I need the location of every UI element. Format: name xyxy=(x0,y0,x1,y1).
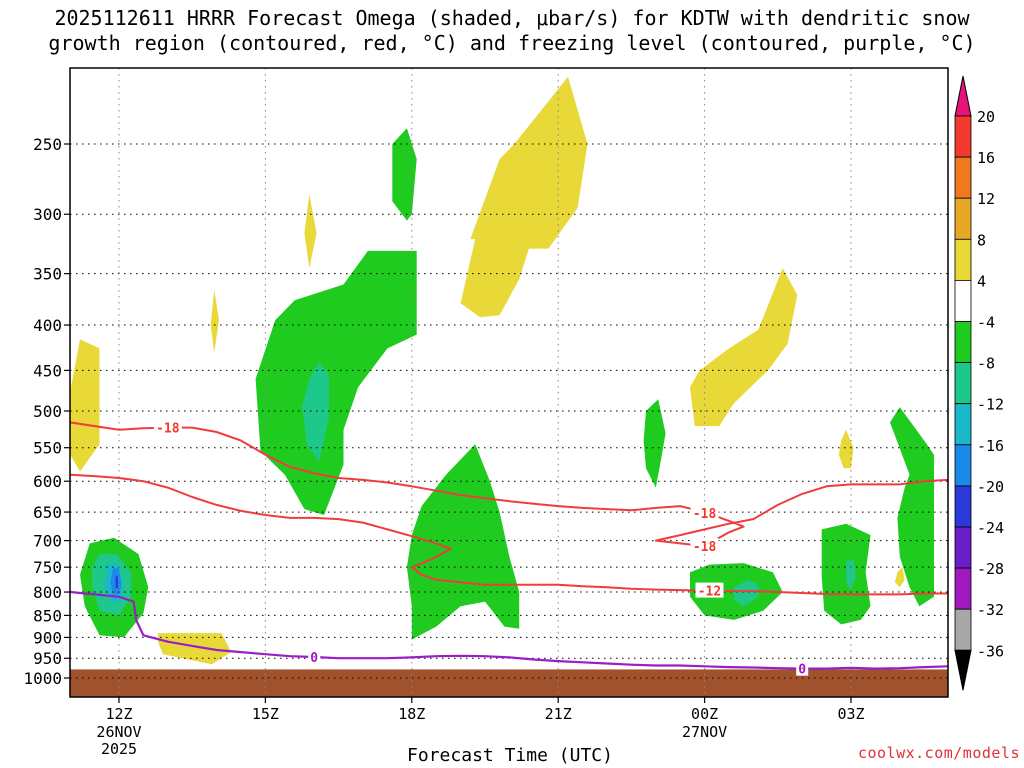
colorbar-segment xyxy=(954,362,972,405)
y-tick-label: 850 xyxy=(33,606,62,625)
colorbar-label: -32 xyxy=(977,601,1004,619)
colorbar-label: -8 xyxy=(977,355,995,373)
colorbar-segment xyxy=(954,444,972,487)
colorbar-label: -24 xyxy=(977,519,1004,537)
colorbar-segment xyxy=(954,115,972,158)
colorbar-label: 16 xyxy=(977,149,995,167)
contour-layer xyxy=(70,421,949,670)
x-tick-label: 18Z xyxy=(398,705,425,723)
x-tick-sublabel: 2025 xyxy=(101,740,137,758)
contour-label: -18 xyxy=(156,422,180,437)
colorbar-arrow-top xyxy=(954,75,972,117)
colorbar-label: 20 xyxy=(977,108,995,126)
colorbar-segment xyxy=(954,321,972,363)
y-tick-label: 300 xyxy=(33,205,62,224)
colorbar-label: -28 xyxy=(977,560,1004,578)
omega-shaded-region xyxy=(255,250,417,515)
colorbar-label: -4 xyxy=(977,314,995,332)
contour-label-bg xyxy=(796,660,809,676)
y-tick-label: 500 xyxy=(33,402,62,421)
freezing-level-line xyxy=(70,590,949,670)
dendritic-contour-line xyxy=(70,473,948,596)
y-tick-label: 750 xyxy=(33,558,62,577)
colorbar-label: 8 xyxy=(977,231,986,249)
plot-frame xyxy=(69,67,949,698)
colorbar-segment xyxy=(954,279,972,322)
y-tick-label: 950 xyxy=(33,649,62,668)
colorbar-label: -12 xyxy=(977,396,1004,414)
x-tick-sublabel: 27NOV xyxy=(682,723,727,741)
x-tick-sublabel: 26NOV xyxy=(96,723,141,741)
x-tick-label: 21Z xyxy=(545,705,572,723)
y-tick-label: 400 xyxy=(33,316,62,335)
colorbar-segment xyxy=(954,567,972,610)
omega-shaded-region xyxy=(115,576,118,589)
colorbar-label: 4 xyxy=(977,272,986,290)
omega-shaded-region xyxy=(643,399,666,488)
ground-band xyxy=(70,669,948,697)
colorbar-segment xyxy=(954,403,972,446)
omega-shading-layer xyxy=(70,76,934,665)
contour-label: 0 xyxy=(798,663,806,678)
y-tick-label: 350 xyxy=(33,265,62,284)
contour-label-bg xyxy=(695,582,724,598)
y-tick-label: 600 xyxy=(33,472,62,491)
contour-label: -12 xyxy=(698,585,721,600)
y-axis: 250 300 350 400 450 500 550 600 650 700 750 800 850 9… xyxy=(23,135,70,688)
y-tick-label: 450 xyxy=(33,361,62,380)
colorbar-label: -16 xyxy=(977,437,1004,455)
y-tick-label: 650 xyxy=(33,503,62,522)
omega-shaded-region xyxy=(460,76,588,318)
y-tick-label: 250 xyxy=(33,135,62,154)
colorbar-segment xyxy=(954,485,972,528)
x-tick-label: 12Z xyxy=(105,705,132,723)
omega-shaded-region xyxy=(890,407,934,607)
y-tick-label: 550 xyxy=(33,439,62,458)
omega-shaded-region xyxy=(838,429,854,469)
colorbar-segment xyxy=(954,238,972,281)
colorbar-label: -36 xyxy=(977,642,1004,660)
contour-label: 0 xyxy=(310,651,318,666)
chart-title: 2025112611 HRRR Forecast Omega (shaded, … xyxy=(48,6,976,55)
contour-label-bg xyxy=(690,538,719,554)
omega-shaded-region xyxy=(690,268,798,427)
colorbar-segment xyxy=(954,197,972,240)
omega-shaded-region xyxy=(406,444,520,640)
colorbar-segment xyxy=(954,526,972,569)
omega-shaded-region xyxy=(392,128,417,221)
dendritic-contour-line xyxy=(70,421,949,548)
colorbar-segment xyxy=(954,156,972,199)
y-tick-label: 700 xyxy=(33,532,62,551)
contour-label: -18 xyxy=(693,507,717,522)
x-tick-label: 00Z xyxy=(691,705,718,723)
colorbar-segment xyxy=(954,608,972,651)
x-axis-label: Forecast Time (UTC) xyxy=(407,745,613,766)
credit-link[interactable]: coolwx.com/models xyxy=(857,744,1020,762)
omega-shaded-region xyxy=(210,289,219,353)
omega-shaded-region xyxy=(70,339,100,472)
omega-shaded-region xyxy=(894,567,905,588)
omega-shaded-region xyxy=(733,579,759,607)
contour-label-bg xyxy=(308,649,321,665)
x-tick-label: 15Z xyxy=(252,705,279,723)
colorbar-label: -20 xyxy=(977,478,1004,496)
y-tick-label: 800 xyxy=(33,583,62,602)
x-tick-label: 03Z xyxy=(837,705,864,723)
colorbar-arrow-bottom xyxy=(954,649,972,691)
colorbar-label: 12 xyxy=(977,190,995,208)
y-tick-label: 900 xyxy=(33,628,62,647)
y-tick-label: 1000 xyxy=(23,669,62,688)
gridlines xyxy=(70,68,948,697)
contour-label: -18 xyxy=(693,540,717,555)
contour-label-bg xyxy=(153,419,182,435)
omega-shaded-region xyxy=(158,633,232,665)
contour-labels: -18 -18 -18 -12 0 0 xyxy=(153,419,809,678)
omega-shaded-region xyxy=(304,194,317,269)
colorbar: 20 16 12 8 4 -4 -8 -12 -16 -20 -24 -28 -32 -36 xyxy=(954,75,1004,691)
omega-shaded-region xyxy=(846,559,856,590)
omega-shaded-region xyxy=(302,361,329,462)
contour-label-bg xyxy=(690,505,719,521)
